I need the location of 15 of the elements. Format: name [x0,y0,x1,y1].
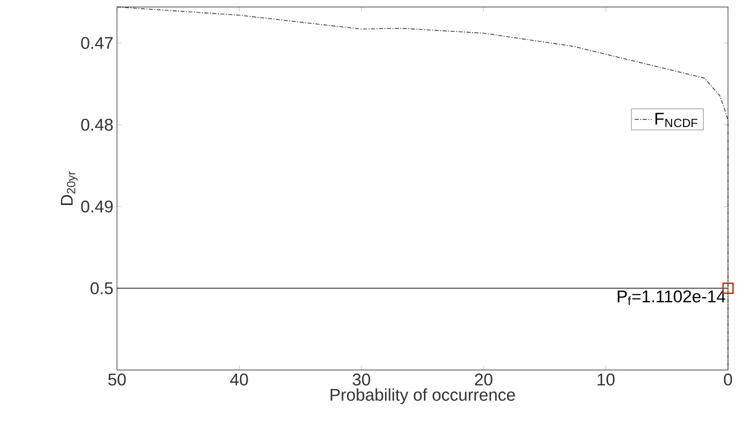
y-tick-label: 0.5 [90,282,113,294]
x-tick-label: 20 [475,374,492,386]
annotation: P$_{f}$=1.1102e-14 [618,290,726,305]
y-tick-label: 0.48 [81,118,113,131]
y-tick-label: 0.49 [81,200,113,212]
legend-label: F$_{NCDF}$ [656,112,698,128]
x-tick-label: 10 [598,374,615,386]
y-tick-label: 0.47 [81,36,113,49]
x-axis-title: Probability of occurrence [330,388,515,404]
line-series [116,6,728,370]
x-tick-label: 40 [230,374,248,386]
x-tick-label: 0 [724,374,732,386]
x-tick-label: 50 [108,374,126,386]
x-tick-label: 30 [352,374,370,386]
y-axis-title: D$_{20yr}$ [60,171,78,206]
